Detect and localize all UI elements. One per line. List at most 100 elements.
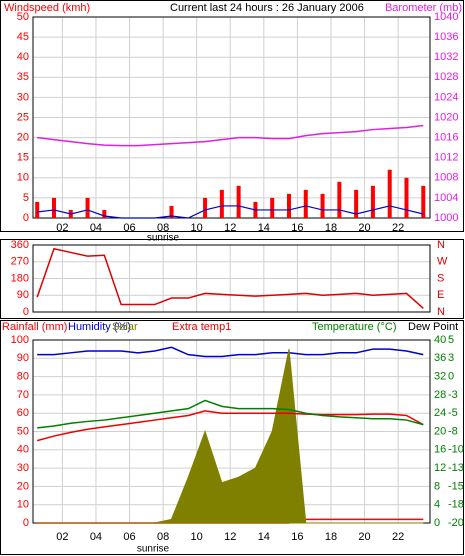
y2-tick-label: 28: [434, 389, 446, 401]
x-tick-label: 22: [392, 222, 404, 234]
x-tick-label: 16: [291, 222, 303, 234]
wind-bar: [421, 185, 426, 218]
y2-tick-label: 1000: [434, 212, 458, 224]
x-tick-label: 02: [56, 531, 68, 543]
y2-tick-label: 4: [434, 499, 440, 511]
legend-label: Windspeed (kmh): [4, 2, 90, 14]
y-tick-label: 60: [17, 407, 29, 419]
y2-tick-label: 32: [434, 371, 446, 383]
y3-tick-label: -3: [448, 389, 458, 401]
x-tick-label: 08: [157, 531, 169, 543]
y-tick-label: 15: [17, 152, 29, 164]
wind-bar: [370, 185, 375, 218]
x-tick-label: 22: [392, 531, 404, 543]
y-tick-label: 50: [17, 425, 29, 437]
y-tick-label: 30: [17, 462, 29, 474]
wind-bar: [35, 201, 40, 218]
x-tick-label: 18: [325, 222, 337, 234]
annotation: sunrise: [137, 544, 170, 555]
y2-tick-label: 8: [434, 480, 440, 492]
y-tick-label: 35: [17, 71, 29, 83]
y2-tick-label: 1016: [434, 132, 458, 144]
x-tick-label: 02: [56, 222, 68, 234]
y3-tick-label: -5: [448, 407, 458, 419]
x-tick-label: 14: [258, 531, 270, 543]
y2-tick-label: 12: [434, 462, 446, 474]
wind-bar: [320, 193, 325, 218]
x-tick-label: 10: [191, 531, 203, 543]
y2-tick-label: 1004: [434, 192, 458, 204]
legend-label: Humidity (%): [68, 321, 131, 333]
y-tick-label: 45: [17, 31, 29, 43]
y2-tick-label: 1020: [434, 111, 458, 123]
y2-tick-label: 1024: [434, 91, 458, 103]
y-tick-label: 20: [17, 480, 29, 492]
y2-tick-label: 16: [434, 444, 446, 456]
x-tick-label: 14: [258, 222, 270, 234]
chart-title: Current last 24 hours : 26 January 2006: [170, 2, 364, 14]
y2-tick-label: 20: [434, 425, 446, 437]
y-tick-label: 40: [17, 444, 29, 456]
annotation: sunrise: [147, 233, 180, 244]
series-line: [37, 124, 424, 147]
y-tick-label: 90: [17, 289, 29, 301]
wind-bar: [286, 193, 291, 218]
wind-bar: [169, 205, 174, 218]
x-tick-label: 12: [224, 531, 236, 543]
y-tick-label: 70: [17, 389, 29, 401]
y-tick-label: 270: [11, 256, 29, 268]
y2-tick-label: S: [437, 272, 444, 284]
y-tick-label: 100: [11, 334, 29, 346]
legend-label: Dew Point: [408, 321, 458, 333]
wind-average-line: [37, 205, 424, 219]
x-tick-label: 06: [123, 222, 135, 234]
wind-bar: [219, 189, 224, 218]
plot-area: [32, 244, 431, 313]
x-tick-label: 12: [224, 222, 236, 234]
y2-tick-label: 1036: [434, 31, 458, 43]
x-tick-label: 18: [325, 531, 337, 543]
y3-tick-label: 0: [448, 371, 454, 383]
x-tick-label: 20: [358, 531, 370, 543]
y2-tick-label: N: [437, 239, 445, 251]
wind-bar: [337, 181, 342, 218]
y-tick-label: 10: [17, 172, 29, 184]
y3-tick-label: -8: [448, 425, 458, 437]
wind-bar: [236, 185, 241, 218]
y3-tick-label: 3: [448, 352, 454, 364]
y-tick-label: 30: [17, 91, 29, 103]
y2-tick-label: W: [437, 256, 448, 268]
y2-tick-label: 1012: [434, 152, 458, 164]
x-tick-label: 06: [123, 531, 135, 543]
x-tick-label: 20: [358, 222, 370, 234]
y2-tick-label: 1040: [434, 11, 458, 23]
y-tick-label: 0: [23, 306, 29, 318]
y-tick-label: 90: [17, 352, 29, 364]
y2-tick-label: 24: [434, 407, 446, 419]
y3-tick-label: 5: [448, 334, 454, 346]
legend-label: Extra temp1: [172, 321, 231, 333]
wind-bar: [85, 197, 90, 218]
x-tick-label: 08: [157, 222, 169, 234]
y2-tick-label: 1008: [434, 172, 458, 184]
y-tick-label: 25: [17, 111, 29, 123]
panel-frame: [0, 0, 464, 232]
y-tick-label: 360: [11, 239, 29, 251]
y2-tick-label: E: [437, 289, 444, 301]
y3-tick-label: -15: [448, 480, 464, 492]
legend-label: Solar: [112, 321, 138, 333]
x-tick-label: 04: [90, 222, 102, 234]
y3-tick-label: -13: [448, 462, 464, 474]
y2-tick-label: 0: [434, 517, 440, 529]
wind-bar: [102, 209, 107, 218]
x-tick-label: 16: [291, 531, 303, 543]
wind-bar: [51, 197, 56, 218]
y-tick-label: 50: [17, 11, 29, 23]
plot-area: [32, 16, 431, 219]
wind-bar: [303, 189, 308, 218]
y-tick-label: 10: [17, 499, 29, 511]
x-tick-label: 04: [90, 531, 102, 543]
wind-bar: [270, 197, 275, 218]
y2-tick-label: N: [437, 306, 445, 318]
y3-tick-label: -20: [448, 517, 464, 529]
